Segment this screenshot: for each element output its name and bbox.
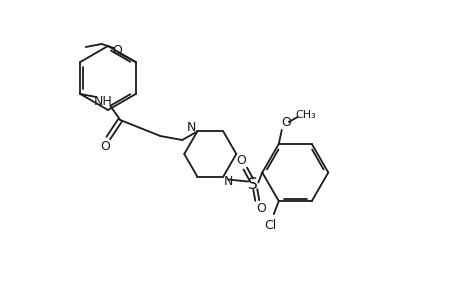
Text: O: O xyxy=(256,202,266,215)
Text: O: O xyxy=(112,44,121,56)
Text: Cl: Cl xyxy=(264,219,276,232)
Text: N: N xyxy=(186,121,196,134)
Text: NH: NH xyxy=(94,94,112,107)
Text: CH₃: CH₃ xyxy=(295,110,315,120)
Text: S: S xyxy=(248,177,257,192)
Text: O: O xyxy=(236,154,246,167)
Text: N: N xyxy=(223,175,232,188)
Text: O: O xyxy=(100,140,110,152)
Text: O: O xyxy=(280,116,290,129)
